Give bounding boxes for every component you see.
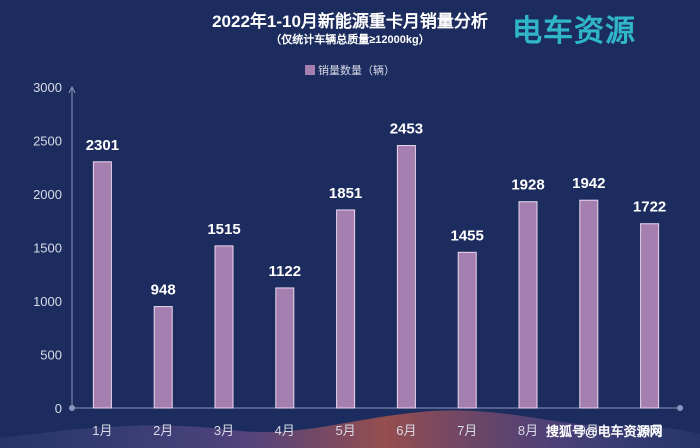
chart-title: 2022年1-10月新能源重卡月销量分析 xyxy=(212,12,488,31)
bar[interactable] xyxy=(153,306,173,409)
x-tick-label: 8月 xyxy=(518,423,538,438)
legend[interactable]: 销量数量（辆） xyxy=(0,62,700,78)
bar[interactable] xyxy=(336,209,356,409)
y-tick-label: 3000 xyxy=(33,80,62,95)
y-tick-label: 500 xyxy=(40,348,62,363)
watermark: 搜狐号@电车资源网 xyxy=(546,424,663,439)
x-tick-label: 7月 xyxy=(457,423,477,438)
y-axis-arrow xyxy=(68,85,76,94)
data-label: 2301 xyxy=(86,137,119,154)
data-label: 1928 xyxy=(511,177,544,194)
x-tick-label: 6月 xyxy=(396,423,416,438)
y-tick-label: 1500 xyxy=(33,241,62,256)
bar[interactable] xyxy=(275,287,295,409)
data-label: 2453 xyxy=(390,121,423,138)
x-axis-end-dot xyxy=(677,405,683,411)
legend-label: 销量数量（辆） xyxy=(318,65,395,77)
x-tick-label: 3月 xyxy=(214,423,234,438)
y-tick-label: 1000 xyxy=(33,294,62,309)
bar[interactable] xyxy=(518,201,538,409)
x-axis-origin-dot xyxy=(69,405,75,411)
x-tick-label: 2月 xyxy=(153,423,173,438)
bar[interactable] xyxy=(457,251,477,409)
legend-swatch xyxy=(305,65,315,75)
data-label: 1455 xyxy=(451,227,484,244)
y-tick-label: 0 xyxy=(55,401,62,416)
bar[interactable] xyxy=(214,245,234,409)
chart-subtitle: （仅统计车辆总质量≥12000kg） xyxy=(270,34,430,46)
brand-logo: 电车资源 xyxy=(512,14,636,49)
x-tick-label: 4月 xyxy=(275,423,295,438)
x-tick-label: 10月 xyxy=(636,423,663,438)
bar[interactable] xyxy=(579,199,599,409)
x-tick-label: 9月 xyxy=(579,423,599,438)
data-label: 1722 xyxy=(633,199,666,216)
bar[interactable] xyxy=(92,161,112,409)
y-tick-label: 2500 xyxy=(33,134,62,149)
decorative-wave xyxy=(0,410,700,448)
data-label: 1851 xyxy=(329,185,362,202)
x-tick-label: 5月 xyxy=(335,423,355,438)
data-label: 1942 xyxy=(572,175,605,192)
bar[interactable] xyxy=(640,223,660,409)
bar[interactable] xyxy=(396,145,416,409)
x-tick-label: 1月 xyxy=(92,423,112,438)
y-tick-label: 2000 xyxy=(33,187,62,202)
data-label: 1515 xyxy=(207,221,240,238)
data-label: 1122 xyxy=(269,263,302,280)
data-label: 948 xyxy=(151,282,176,299)
